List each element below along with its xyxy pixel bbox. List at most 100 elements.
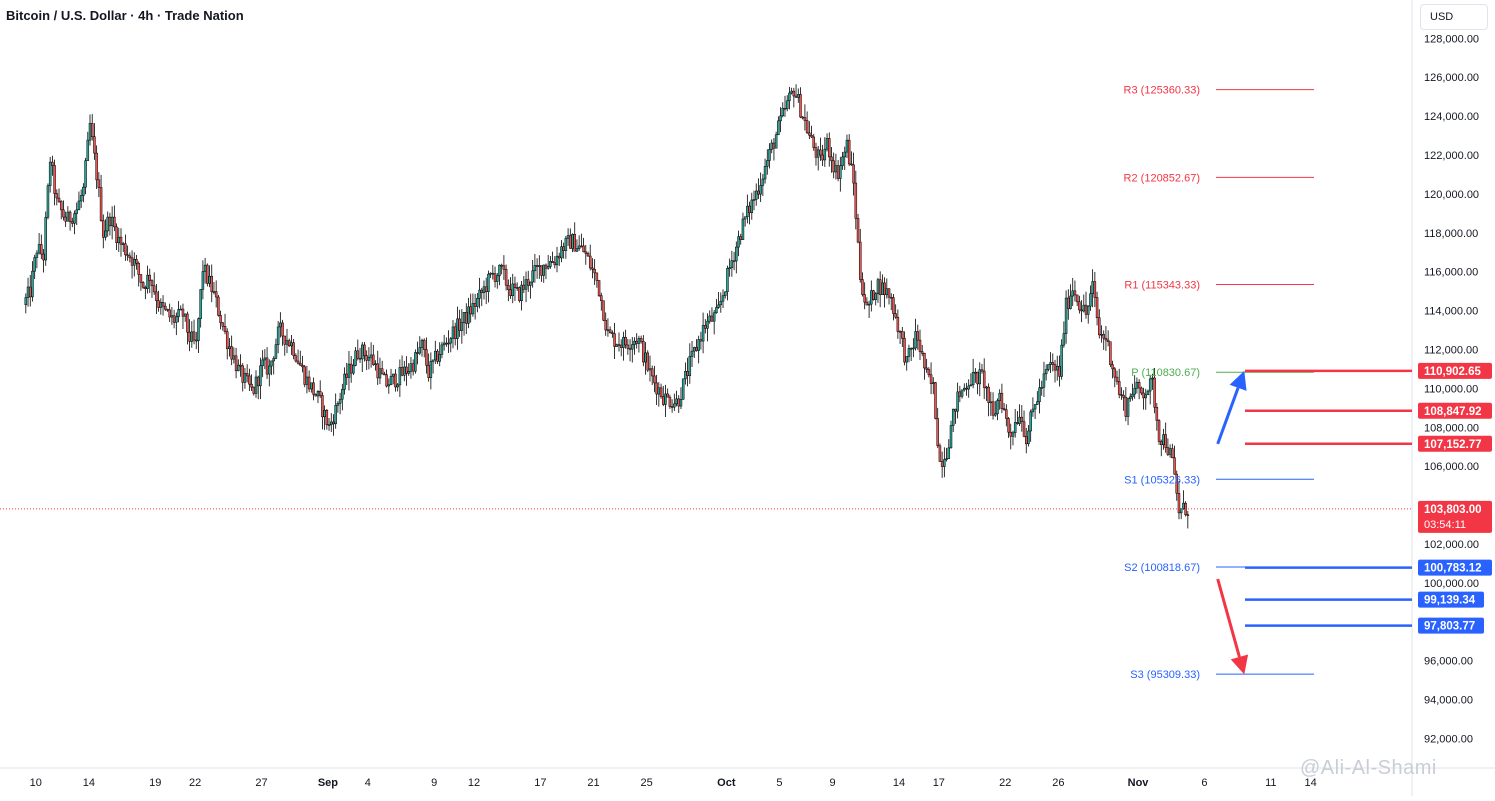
candle-body <box>994 413 997 416</box>
candle-body <box>1091 281 1094 294</box>
candle-body <box>256 376 260 387</box>
candle-body <box>272 358 275 362</box>
candle-body <box>628 348 632 350</box>
candle-body <box>544 264 548 269</box>
candle-body <box>1073 290 1077 296</box>
candle-body <box>416 352 419 354</box>
candle-body <box>768 149 771 161</box>
candle-body <box>825 138 829 150</box>
candle-body <box>28 286 32 298</box>
candle-body <box>551 261 554 263</box>
candle-body <box>1120 394 1123 396</box>
candle-body <box>520 284 523 301</box>
candle-body <box>79 195 83 202</box>
candle-body <box>642 341 645 363</box>
candle-body <box>1173 457 1176 475</box>
currency-button[interactable]: USD <box>1420 4 1488 30</box>
candle-body <box>830 156 833 162</box>
candle-body <box>181 308 185 317</box>
candle-body <box>323 409 326 418</box>
candle-body <box>1044 369 1048 375</box>
candle-body <box>721 295 725 302</box>
candle-body <box>259 365 262 387</box>
candle-body <box>735 246 738 262</box>
candle-body <box>597 280 601 296</box>
candle-body <box>296 360 300 364</box>
candle-body <box>403 366 406 376</box>
candle-body <box>121 243 125 245</box>
candle-body <box>447 342 450 345</box>
candle-body <box>577 245 581 249</box>
candle-body <box>560 246 563 259</box>
candle-body <box>509 289 512 296</box>
candle-body <box>850 163 853 166</box>
candle-body <box>1055 365 1059 371</box>
candle-body <box>814 147 818 158</box>
candle-body <box>97 179 101 188</box>
candle-body <box>1179 508 1183 514</box>
candle-body <box>531 270 534 283</box>
candle-body <box>1093 281 1097 298</box>
candle-body <box>102 220 105 238</box>
candle-body <box>673 403 676 408</box>
candle-body <box>1078 301 1081 311</box>
candle-body <box>1095 297 1099 319</box>
candle-body <box>883 282 886 295</box>
candle-body <box>688 356 692 376</box>
candle-body <box>699 339 703 342</box>
candle-body <box>772 142 776 149</box>
candle-body <box>334 405 337 425</box>
candle-body <box>905 356 908 363</box>
candle-body <box>1067 297 1070 309</box>
candle-body <box>998 392 1001 401</box>
candle-body <box>391 373 395 377</box>
candle-body <box>774 134 778 149</box>
last-price-tag <box>1418 500 1492 533</box>
candle-body <box>1000 392 1004 409</box>
candle-body <box>310 382 313 390</box>
candle-body <box>600 295 603 301</box>
candle-body <box>704 325 707 329</box>
candle-body <box>188 331 191 342</box>
candle-body <box>872 290 875 300</box>
candle-body <box>781 107 785 117</box>
candle-body <box>816 149 820 158</box>
candle-body <box>757 190 760 195</box>
y-tick-label: 124,000.00 <box>1424 111 1479 123</box>
candle-body <box>894 313 897 318</box>
y-tick-label: 110,000.00 <box>1424 383 1478 395</box>
candle-body <box>480 289 484 293</box>
x-tick-label: 6 <box>1201 777 1207 789</box>
candle-body <box>1020 416 1024 422</box>
support-3-tag <box>1418 617 1484 634</box>
candle-body <box>1100 334 1103 336</box>
candle-body <box>440 344 444 355</box>
candle-body <box>533 265 537 272</box>
candle-body <box>664 393 667 405</box>
candle-body <box>741 218 745 240</box>
candle-body <box>93 136 96 154</box>
resistance-3-label: 107,152.77 <box>1424 439 1482 451</box>
candle-body <box>223 326 227 332</box>
candle-body <box>445 342 448 345</box>
candle-body <box>777 120 780 136</box>
candle-body <box>907 348 911 357</box>
candle-body <box>653 375 656 384</box>
candle-body <box>889 296 893 299</box>
candle-body <box>1115 376 1119 382</box>
candle-body <box>898 331 902 333</box>
candle-body <box>436 350 439 362</box>
candle-body <box>68 211 72 222</box>
candle-body <box>1164 434 1167 448</box>
candle-body <box>75 209 78 214</box>
candle-body <box>133 259 136 266</box>
candle-body <box>469 306 472 315</box>
candle-body <box>631 344 634 350</box>
candle-body <box>1155 407 1159 421</box>
candle-body <box>739 236 742 240</box>
candle-body <box>538 265 541 267</box>
candle-body <box>863 294 866 303</box>
candle-body <box>564 237 568 251</box>
candle-body <box>617 344 621 346</box>
